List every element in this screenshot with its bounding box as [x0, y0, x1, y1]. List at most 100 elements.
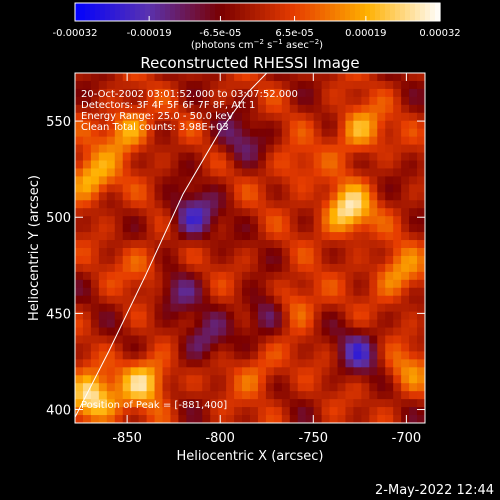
heatmap-cell [130, 383, 140, 392]
heatmap-cell [353, 319, 362, 329]
heatmap-cell [202, 240, 211, 249]
heatmap-cell [257, 295, 267, 305]
heatmap-cell [361, 160, 370, 169]
heatmap-cell [210, 144, 219, 154]
heatmap-cell [265, 176, 275, 185]
heatmap-cell [313, 335, 323, 344]
heatmap-cell [226, 255, 235, 265]
heatmap-cell [226, 375, 235, 384]
heatmap-cell [138, 255, 148, 265]
heatmap-cell [337, 255, 346, 265]
heatmap-cell [321, 232, 331, 241]
heatmap-cell [409, 311, 418, 321]
heatmap-cell [265, 80, 275, 90]
heatmap-cell [202, 415, 211, 424]
heatmap-cell [114, 319, 124, 329]
heatmap-cell [202, 287, 211, 297]
heatmap-cell [345, 200, 354, 209]
heatmap-cell [170, 192, 179, 201]
heatmap-cell [75, 279, 84, 289]
heatmap-cell [234, 335, 243, 344]
colorbar-segment [255, 3, 261, 21]
x-tick-label: -800 [205, 431, 235, 446]
heatmap-cell [242, 263, 251, 273]
heatmap-cell [393, 80, 402, 90]
heatmap-cell [154, 112, 163, 122]
heatmap-cell [297, 335, 307, 344]
heatmap-cell [114, 80, 124, 90]
heatmap-cell [98, 279, 108, 289]
heatmap-cell [377, 88, 386, 98]
heatmap-cell [90, 240, 100, 249]
heatmap-cell [385, 136, 394, 146]
heatmap-cell [401, 96, 410, 106]
heatmap-cell [321, 375, 331, 384]
heatmap-cell [329, 216, 338, 225]
heatmap-cell [138, 295, 148, 305]
heatmap-cell [305, 208, 315, 217]
heatmap-cell [234, 367, 243, 376]
heatmap-cell [281, 327, 291, 336]
heatmap-cell [154, 359, 163, 368]
heatmap-cell [194, 184, 203, 193]
heatmap-cell [250, 375, 259, 384]
heatmap-cell [297, 303, 307, 313]
heatmap-cell [106, 311, 116, 321]
heatmap-cell [305, 128, 315, 138]
heatmap-cell [242, 128, 251, 138]
heatmap-cell [162, 112, 171, 122]
heatmap-cell [122, 88, 132, 98]
heatmap-cell [82, 128, 92, 138]
heatmap-cell [202, 407, 211, 416]
heatmap-cell [313, 240, 323, 249]
heatmap-cell [250, 168, 259, 177]
heatmap-cell [130, 375, 140, 384]
heatmap-cell [178, 319, 187, 329]
heatmap-cell [210, 80, 219, 90]
heatmap-cell [210, 319, 219, 329]
heatmap-cell [122, 287, 132, 297]
heatmap-cell [202, 279, 211, 289]
heatmap-cell [202, 383, 211, 392]
heatmap-cell [75, 224, 84, 233]
heatmap-cell [202, 128, 211, 138]
colorbar-segment [80, 3, 86, 21]
heatmap-cell [226, 287, 235, 297]
heatmap-cell [218, 112, 227, 122]
heatmap-cell [90, 168, 100, 177]
heatmap-cell [82, 232, 92, 241]
heatmap-cell [377, 248, 386, 257]
heatmap-cell [313, 303, 323, 313]
heatmap-cell [289, 176, 299, 185]
heatmap-cell [409, 263, 418, 273]
heatmap-cell [417, 152, 426, 161]
heatmap-cell [130, 224, 140, 233]
heatmap-cell [162, 279, 171, 289]
heatmap-cell [98, 152, 108, 161]
heatmap-cell [329, 96, 338, 106]
heatmap-cell [321, 104, 331, 114]
heatmap-cell [265, 200, 275, 209]
heatmap-cell [257, 311, 267, 321]
heatmap-cell [98, 73, 108, 82]
heatmap-cell [417, 232, 426, 241]
heatmap-cell [289, 73, 299, 82]
heatmap-cell [186, 399, 195, 408]
heatmap-cell [234, 327, 243, 336]
heatmap-cell [226, 152, 235, 161]
heatmap-cell [130, 407, 140, 416]
heatmap-cell [122, 224, 132, 233]
heatmap-cell [178, 279, 187, 289]
heatmap-cell [162, 168, 171, 177]
heatmap-cell [321, 73, 331, 82]
heatmap-cell [313, 184, 323, 193]
heatmap-cell [353, 232, 362, 241]
heatmap-cell [154, 192, 163, 201]
heatmap-cell [361, 120, 370, 130]
heatmap-cell [313, 73, 323, 82]
heatmap-cell [377, 176, 386, 185]
heatmap-cell [329, 383, 338, 392]
heatmap-cell [345, 240, 354, 249]
heatmap-cell [122, 327, 132, 336]
heatmap-cell [186, 73, 195, 82]
